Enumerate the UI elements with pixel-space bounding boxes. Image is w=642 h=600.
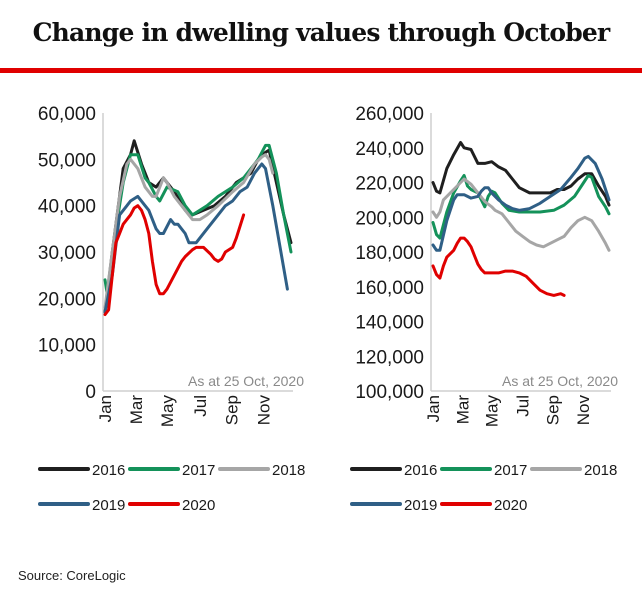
series-line-2018 [103, 153, 275, 310]
series-line-2017 [103, 143, 293, 305]
legend: 2016 2017 2018 2019 2020 [38, 462, 305, 514]
x-tick-label: Jul [191, 395, 210, 417]
y-tick-label: 120,000 [355, 347, 424, 368]
y-tick-label: 0 [85, 382, 96, 403]
x-tick-label: Mar [453, 395, 472, 425]
y-tick-label: 160,000 [355, 278, 424, 299]
y-tick-label: 100,000 [355, 382, 424, 403]
y-tick-label: 140,000 [355, 313, 424, 334]
x-tick-label: May [483, 395, 502, 428]
x-tick-label: Sep [544, 395, 563, 425]
legend-label-2019: 2019 [404, 497, 437, 514]
x-tick-label: Sep [223, 395, 242, 425]
series-line-2019 [431, 154, 611, 252]
x-tick-label: May [158, 395, 177, 428]
series-line-2018 [431, 177, 611, 252]
x-tick-label: Jan [424, 395, 443, 422]
legend-label-2017: 2017 [494, 462, 527, 479]
legend-label-2020: 2020 [182, 497, 215, 514]
y-tick-label: 60,000 [38, 104, 96, 125]
legend: 2016 2017 2018 2019 2020 [350, 462, 617, 514]
y-tick-label: 30,000 [38, 243, 96, 264]
y-tick-label: 20,000 [38, 289, 96, 310]
x-tick-label: Jul [514, 395, 533, 417]
legend-label-2018: 2018 [272, 462, 305, 479]
y-tick-label: 260,000 [355, 104, 424, 125]
y-tick-label: 220,000 [355, 174, 424, 195]
x-tick-label: Nov [255, 395, 274, 426]
y-tick-label: 10,000 [38, 336, 96, 357]
y-tick-label: 40,000 [38, 197, 96, 218]
source-note: Source: CoreLogic [18, 568, 126, 583]
title-rule [0, 68, 642, 73]
y-tick-label: 50,000 [38, 150, 96, 171]
legend-label-2016: 2016 [404, 462, 437, 479]
legend-label-2020: 2020 [494, 497, 527, 514]
y-tick-label: 200,000 [355, 208, 424, 229]
series-line-2019 [103, 162, 289, 314]
legend-label-2017: 2017 [182, 462, 215, 479]
y-tick-label: 180,000 [355, 243, 424, 264]
chart-panel-2: 100,000 120,000 140,000 160,000 180,000 200,0… [350, 104, 618, 514]
legend-label-2019: 2019 [92, 497, 125, 514]
as-at-annotation: As at 25 Oct, 2020 [188, 373, 304, 389]
legend-label-2016: 2016 [92, 462, 125, 479]
legend-label-2018: 2018 [584, 462, 617, 479]
y-tick-label: 240,000 [355, 139, 424, 160]
series-line-2020 [103, 204, 246, 317]
as-at-annotation: As at 25 Oct, 2020 [502, 373, 618, 389]
x-tick-label: Mar [127, 395, 146, 425]
x-tick-label: Jan [96, 395, 115, 422]
chart-panel-1: 0 10,000 20,000 30,000 40,000 50,000 60,000 Jan… [38, 104, 306, 514]
series-line-2016 [431, 141, 611, 207]
chart-title: Change in dwelling values through Octobe… [32, 18, 611, 47]
series-line-2020 [431, 236, 566, 297]
x-tick-label: Nov [574, 395, 593, 426]
